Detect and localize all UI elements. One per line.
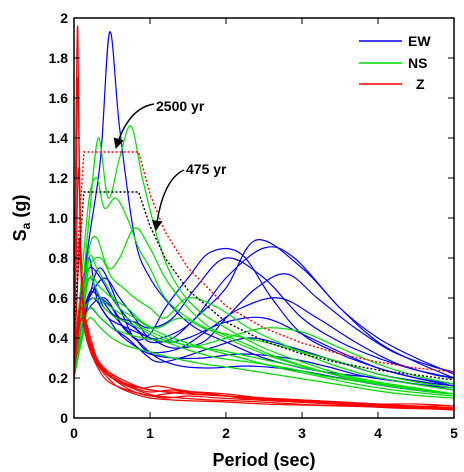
series-layer bbox=[74, 25, 454, 411]
legend-label-ns: NS bbox=[408, 55, 427, 71]
y-axis-title-subscript: a bbox=[19, 222, 33, 229]
series-line-ew bbox=[74, 257, 454, 391]
y-axis-title-unit: (g) bbox=[10, 195, 30, 223]
y-tick-label: 0.2 bbox=[49, 370, 69, 386]
series-line-ew bbox=[74, 246, 454, 375]
y-axis-title-main: S bbox=[10, 229, 30, 241]
annotation-475yr: 475 yr bbox=[186, 161, 227, 177]
series-line-ns bbox=[74, 306, 454, 395]
tick-labels-layer: 0 1 2 3 4 5 0 0.2 0.4 0.6 0.8 1.0 1.2 1.4 1.6 1.8 2 bbox=[49, 10, 459, 441]
y-tick-label: 1.0 bbox=[49, 210, 69, 226]
y-tick-label: 1.4 bbox=[49, 130, 69, 146]
annotations: 2500 yr 475 yr bbox=[113, 98, 227, 232]
series-line-ew bbox=[74, 266, 454, 385]
design-spectra-layer bbox=[74, 151, 454, 381]
design-spectrum-line bbox=[74, 151, 454, 373]
x-tick-label: 0 bbox=[70, 425, 78, 441]
series-line-ns bbox=[74, 277, 454, 395]
legend-label-ew: EW bbox=[408, 33, 431, 49]
y-tick-label: 0.8 bbox=[49, 250, 69, 266]
y-tick-label: 2 bbox=[60, 10, 68, 26]
y-tick-label: 0 bbox=[60, 410, 68, 426]
y-tick-label: 1.6 bbox=[49, 90, 69, 106]
series-line-ns bbox=[74, 227, 454, 395]
y-tick-label: 0.6 bbox=[49, 290, 69, 306]
x-axis-title: Period (sec) bbox=[212, 450, 315, 470]
ticks-layer bbox=[73, 17, 455, 419]
x-tick-label: 2 bbox=[222, 425, 230, 441]
series-line-z bbox=[74, 307, 454, 410]
series-line-ew bbox=[74, 248, 454, 387]
y-tick-label: 1.8 bbox=[49, 50, 69, 66]
y-axis-title: Sa (g) bbox=[10, 195, 33, 242]
x-tick-label: 1 bbox=[146, 425, 154, 441]
series-line-z bbox=[74, 167, 454, 409]
series-line-ns bbox=[74, 297, 454, 385]
annotation-2500yr-arrow bbox=[113, 103, 155, 150]
x-tick-label: 4 bbox=[374, 425, 382, 441]
series-line-ns bbox=[74, 254, 454, 397]
series-line-z bbox=[74, 77, 454, 407]
y-tick-label: 0.4 bbox=[49, 330, 69, 346]
series-line-ns bbox=[74, 317, 454, 399]
x-tick-label: 5 bbox=[450, 425, 458, 441]
annotation-2500yr: 2500 yr bbox=[156, 98, 205, 114]
legend-label-z: Z bbox=[416, 76, 425, 92]
x-tick-label: 3 bbox=[298, 425, 306, 441]
y-tick-label: 1.2 bbox=[49, 170, 69, 186]
annotation-475yr-arrow bbox=[151, 169, 185, 232]
legend: EW NS Z bbox=[359, 33, 431, 92]
series-line-ns bbox=[74, 256, 454, 391]
series-line-ew bbox=[74, 239, 454, 379]
